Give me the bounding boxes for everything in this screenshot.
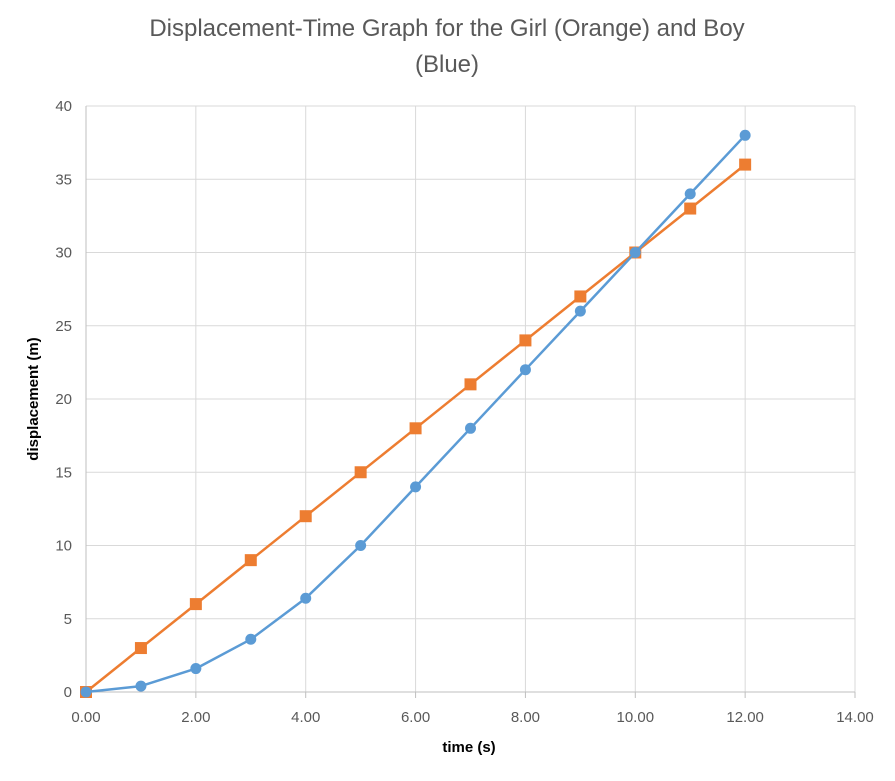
data-point (739, 158, 752, 171)
y-tick-label: 35 (55, 171, 72, 188)
x-tick-label: 8.00 (511, 709, 540, 726)
y-tick-label: 40 (55, 98, 72, 115)
y-tick-label: 25 (55, 318, 72, 335)
data-point (244, 554, 257, 567)
x-tick-label: 12.00 (726, 709, 764, 726)
data-point (519, 364, 531, 376)
data-point (465, 422, 476, 434)
data-point (519, 334, 532, 347)
y-tick-labels: 0 5 10 15 20 25 30 35 40 (55, 98, 72, 701)
y-tick-label: 5 (64, 611, 72, 628)
y-tick-label: 10 (55, 538, 72, 555)
x-tick-label: 2.00 (181, 709, 210, 726)
data-point (299, 510, 312, 523)
data-point (135, 680, 147, 692)
data-point (409, 422, 422, 435)
data-point (300, 592, 312, 604)
data-point (684, 188, 696, 200)
y-tick-label: 30 (55, 245, 72, 262)
x-tick-label: 10.00 (617, 709, 655, 726)
x-tick-labels: 0.00 2.00 4.00 6.00 8.00 10.00 12.00 14.00 (71, 709, 873, 726)
data-point (684, 202, 697, 215)
y-tick-label: 15 (55, 464, 72, 481)
data-point (574, 305, 586, 317)
axes (85, 106, 856, 698)
x-tick-label: 6.00 (401, 709, 430, 726)
data-point (629, 247, 641, 258)
y-tick-label: 20 (55, 391, 72, 408)
data-point (355, 540, 367, 551)
data-point (189, 598, 202, 611)
chart-title-line-2: (Blue) (415, 51, 479, 78)
chart-title-line-1: Displacement-Time Graph for the Girl (Or… (149, 15, 744, 42)
y-tick-label: 0 (64, 684, 72, 701)
x-tick-label: 14.00 (836, 709, 874, 726)
data-point (80, 686, 92, 698)
data-point (574, 290, 587, 303)
data-point (464, 378, 477, 391)
data-point (739, 129, 751, 141)
data-point (134, 642, 147, 655)
gridlines (86, 105, 856, 692)
x-tick-label: 0.00 (71, 709, 100, 726)
x-tick-label: 4.00 (291, 709, 320, 726)
data-point (190, 663, 202, 675)
data-point (410, 481, 422, 493)
y-axis-label: displacement (m) (25, 337, 42, 460)
x-axis-label: time (s) (442, 739, 495, 756)
data-point (245, 633, 257, 645)
data-point (354, 466, 367, 479)
data-series (80, 129, 752, 698)
